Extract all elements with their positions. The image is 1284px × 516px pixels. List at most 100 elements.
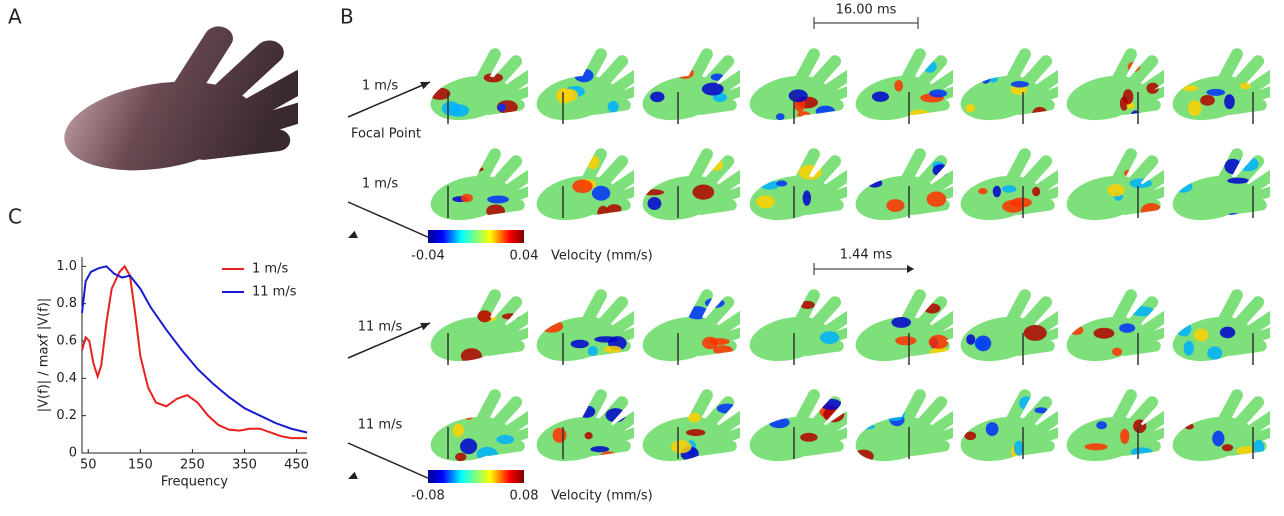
line-series bbox=[81, 265, 308, 434]
x-tick-label: 350 bbox=[232, 458, 257, 473]
hand-base bbox=[853, 46, 953, 122]
velocity-blob bbox=[676, 161, 690, 172]
hand-fill bbox=[958, 46, 1058, 122]
hand-map bbox=[747, 387, 847, 463]
velocity-blob bbox=[1227, 177, 1249, 184]
hand-fill bbox=[958, 387, 1058, 463]
sensor-dot bbox=[113, 77, 115, 79]
velocity-blob bbox=[1182, 85, 1199, 92]
hand-map bbox=[1064, 287, 1164, 365]
arrow-head bbox=[348, 230, 358, 239]
velocity-blob bbox=[708, 159, 724, 171]
sensor-dot bbox=[249, 37, 251, 39]
velocity-blob bbox=[501, 313, 520, 320]
velocity-blob bbox=[887, 410, 902, 418]
hand-fill bbox=[747, 287, 847, 363]
velocity-blob bbox=[1176, 320, 1192, 337]
colorbar-label: 0.04 bbox=[510, 249, 539, 264]
velocity-blob bbox=[704, 298, 725, 309]
velocity-blob bbox=[496, 434, 515, 445]
velocity-blob bbox=[1084, 443, 1108, 451]
velocity-blob bbox=[577, 405, 596, 418]
hand-base bbox=[853, 146, 953, 222]
sensor-dot bbox=[129, 61, 131, 63]
velocity-blob bbox=[1227, 212, 1240, 219]
sensor-dot bbox=[273, 69, 275, 71]
sensor-dot bbox=[161, 53, 163, 55]
sensor-dot bbox=[113, 53, 115, 55]
sensor-dot bbox=[225, 61, 227, 63]
velocity-blob bbox=[586, 155, 600, 170]
hand-fill bbox=[534, 146, 634, 222]
sensor-dot bbox=[145, 45, 147, 47]
velocity-blob bbox=[1200, 95, 1215, 106]
velocity-blob bbox=[963, 306, 981, 320]
velocity-blob bbox=[551, 68, 562, 79]
velocity-blob bbox=[599, 451, 618, 464]
velocity-blob bbox=[1032, 106, 1048, 122]
velocity-blob bbox=[455, 452, 467, 462]
sensor-dot bbox=[257, 29, 259, 31]
hand-fill bbox=[1170, 387, 1270, 463]
velocity-blob bbox=[460, 438, 478, 455]
hand-base bbox=[428, 146, 528, 222]
colorbar-label: -0.04 bbox=[411, 249, 445, 264]
sensor-dot bbox=[249, 165, 251, 167]
hand-fill bbox=[1064, 387, 1164, 463]
velocity-blob bbox=[460, 305, 472, 314]
hand-base bbox=[1170, 46, 1270, 122]
sensor-dot bbox=[113, 37, 115, 39]
velocity-blob bbox=[760, 165, 776, 172]
velocity-blob bbox=[756, 195, 776, 209]
panel-label: A bbox=[8, 5, 22, 29]
direction-arrow bbox=[347, 201, 431, 239]
velocity-blob bbox=[460, 193, 473, 203]
x-tick-label: 150 bbox=[128, 458, 153, 473]
velocity-blob bbox=[760, 180, 780, 190]
velocity-blob bbox=[1034, 407, 1048, 414]
velocity-blob bbox=[647, 196, 662, 210]
velocity-blob bbox=[966, 334, 976, 345]
velocity-blob bbox=[908, 109, 931, 123]
velocity-blob bbox=[590, 446, 610, 453]
velocity-blob bbox=[486, 204, 505, 218]
sensor-dot bbox=[105, 77, 107, 79]
velocity-blob bbox=[650, 91, 665, 103]
x-tick-label: 450 bbox=[284, 458, 309, 473]
velocity-blob bbox=[891, 316, 911, 328]
hand-maps: 1 m/s 1 m/s 11 m/s 11 m/s bbox=[347, 46, 1270, 480]
sensor-dot bbox=[137, 53, 139, 55]
sensor-dot bbox=[273, 165, 275, 167]
hand-map bbox=[747, 287, 847, 365]
hand-map bbox=[428, 387, 528, 463]
velocity-blob bbox=[1183, 340, 1194, 356]
sensor-dot bbox=[129, 37, 131, 39]
sensor-dot bbox=[185, 53, 187, 55]
hand-map bbox=[958, 387, 1058, 463]
velocity-blob bbox=[1129, 178, 1152, 189]
hand-fill bbox=[853, 287, 953, 363]
velocity-blob bbox=[1069, 325, 1084, 336]
hand-map bbox=[640, 287, 740, 365]
velocity-blob bbox=[759, 310, 781, 321]
velocity-blob bbox=[1253, 439, 1265, 456]
velocity-blob bbox=[710, 73, 724, 81]
velocity-blob bbox=[441, 101, 461, 116]
hand-fill bbox=[747, 146, 847, 222]
speed-label: 11 m/s bbox=[358, 418, 403, 433]
velocity-blob bbox=[1120, 428, 1130, 444]
direction-arrow bbox=[347, 322, 431, 359]
velocity-blob bbox=[1107, 184, 1125, 197]
sensor-dot bbox=[89, 29, 91, 31]
velocity-blob bbox=[1140, 203, 1162, 219]
hand-map bbox=[1170, 387, 1270, 463]
velocity-blob bbox=[605, 408, 626, 423]
hand-fill bbox=[1170, 146, 1270, 222]
hand-fill bbox=[428, 46, 528, 122]
velocity-blob bbox=[928, 334, 949, 349]
colorbar bbox=[428, 230, 524, 243]
velocity-blob bbox=[460, 348, 482, 364]
velocity-blob bbox=[607, 204, 622, 214]
velocity-blob bbox=[669, 306, 691, 315]
